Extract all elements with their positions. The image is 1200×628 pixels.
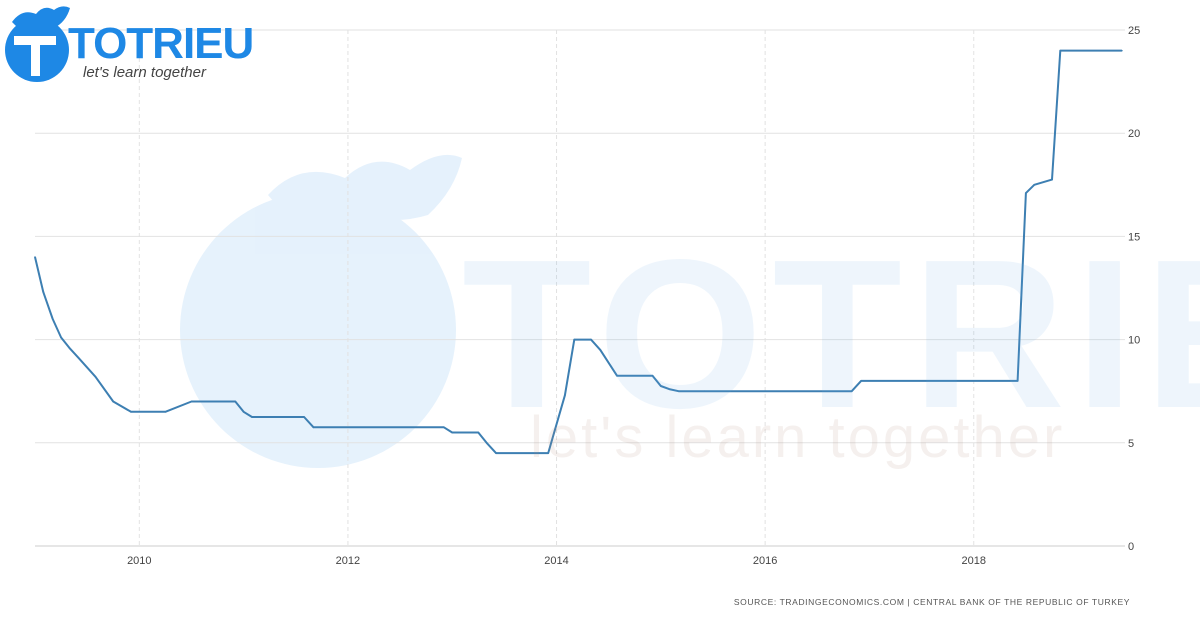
data-point <box>651 374 654 377</box>
data-point <box>1033 184 1036 186</box>
x-axis: 2010 2012 2014 2016 2018 <box>127 555 986 567</box>
data-point <box>668 388 670 390</box>
x-tick-label: 2016 <box>753 555 777 567</box>
data-point <box>60 336 62 339</box>
data-point <box>190 400 193 403</box>
data-point <box>860 380 862 382</box>
logo-brand-text: TOTRIEU <box>68 19 254 68</box>
data-point <box>660 385 662 387</box>
data-point <box>94 375 97 378</box>
data-point <box>234 400 237 403</box>
data-point <box>495 452 497 454</box>
data-point <box>1025 192 1027 194</box>
y-tick-label: 0 <box>1128 541 1134 553</box>
data-point <box>1121 49 1123 52</box>
data-point <box>573 338 576 341</box>
data-point <box>303 416 305 418</box>
y-tick-label: 25 <box>1128 25 1140 37</box>
data-point <box>251 416 253 418</box>
data-point <box>616 374 618 377</box>
x-tick-label: 2012 <box>336 555 360 567</box>
x-tick-label: 2018 <box>962 555 986 567</box>
y-tick-label: 15 <box>1128 231 1140 243</box>
x-tick-label: 2014 <box>544 555 568 567</box>
data-point <box>242 411 245 413</box>
logo-icon <box>5 6 70 82</box>
watermark-logo-icon <box>180 154 462 468</box>
logo-tagline: let's learn together <box>83 64 206 81</box>
y-axis: 0 5 10 15 20 25 <box>1128 25 1140 553</box>
data-point <box>1051 178 1053 181</box>
x-tick-label: 2010 <box>127 555 151 567</box>
data-point <box>164 411 167 413</box>
data-points <box>34 49 1123 454</box>
source-note: SOURCE: TRADINGECONOMICS.COM | CENTRAL B… <box>733 597 1130 607</box>
data-point <box>590 338 592 341</box>
data-point <box>1059 49 1062 52</box>
data-point <box>34 256 36 258</box>
data-point <box>564 394 566 397</box>
data-point <box>850 390 853 393</box>
data-point <box>537 452 540 454</box>
data-point <box>477 431 480 434</box>
data-point <box>599 349 602 351</box>
data-point <box>677 390 680 393</box>
data-point <box>703 390 706 393</box>
y-tick-label: 10 <box>1128 335 1140 347</box>
data-point <box>451 431 454 434</box>
data-point <box>1016 380 1019 382</box>
y-tick-label: 5 <box>1128 438 1134 450</box>
data-point <box>112 400 115 403</box>
data-point <box>42 291 45 293</box>
data-point <box>312 426 315 429</box>
y-tick-label: 20 <box>1128 128 1140 140</box>
data-point <box>78 357 80 359</box>
data-point <box>443 426 445 429</box>
data-point <box>68 347 71 349</box>
data-point <box>485 442 488 444</box>
data-point <box>51 318 54 320</box>
data-point <box>130 411 132 413</box>
data-point <box>547 452 549 454</box>
